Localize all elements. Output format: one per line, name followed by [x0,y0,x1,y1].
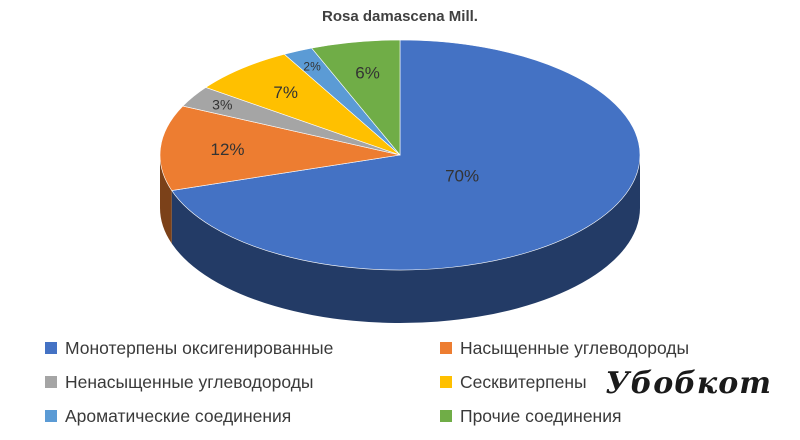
pie-slice-5 [311,39,401,156]
legend-item: Ароматические соединения [45,404,440,428]
pie-slice-1 [159,105,401,191]
pie-slice-side-0 [171,155,640,323]
pie-top-group [159,39,641,271]
legend-swatch [45,342,57,354]
legend-item: Прочие соединения [440,404,765,428]
legend-label: Монотерпены оксигенированные [65,337,334,358]
chart-title: Rosa damascena Mill. [322,8,478,25]
legend-item: Монотерпены оксигенированные [45,336,440,360]
slice-data-label-1: 12% [210,140,244,159]
legend: Монотерпены оксигенированные Насыщенные у… [45,336,765,428]
watermark-logo: Убобкот [605,366,772,401]
slice-data-label-3: 7% [273,83,298,102]
legend-swatch [45,376,57,388]
pie-slice-side-1 [160,155,172,244]
legend-label: Насыщенные углеводороды [460,337,690,358]
slice-data-label-2: 3% [212,97,232,113]
legend-swatch [440,410,452,422]
legend-label: Прочие соединения [460,405,622,426]
legend-swatch [440,376,452,388]
legend-swatch [45,410,57,422]
legend-item: Ненасыщенные углеводороды [45,370,440,394]
legend-item: Насыщенные углеводороды [440,336,765,360]
legend-item: Сесквитерпены [440,370,765,394]
pie-side-group [160,155,640,323]
slice-data-label-4: 2% [303,60,321,74]
pie-label-group: 70% 12% 3% 7% 2% 6% [210,60,479,186]
pie-slice-0 [171,39,641,271]
legend-label: Ненасыщенные углеводороды [65,371,314,392]
pie-slice-3 [205,53,401,156]
legend-label: Сесквитерпены [460,371,587,392]
slice-data-label-5: 6% [355,64,380,83]
legend-label: Ароматические соединения [65,405,292,426]
slice-data-label-0: 70% [445,167,479,186]
legend-swatch [440,342,452,354]
pie-plot: 70% 12% 3% 7% 2% 6% [159,39,641,323]
